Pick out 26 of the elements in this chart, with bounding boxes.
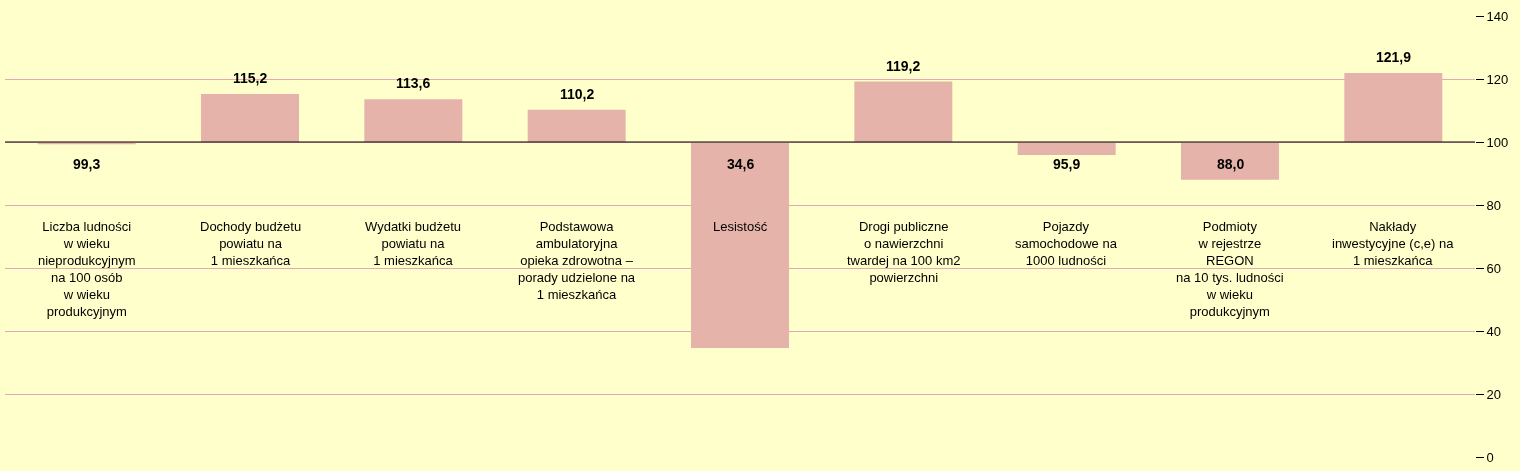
x-tick-label: Wydatki budżetu powiatu na 1 mieszkańca [365,219,461,268]
data-label: 95,9 [1053,156,1081,172]
y-tick-label: 80 [1486,197,1502,213]
x-tick-label: Podmioty w rejestrze REGON na 10 tys. ludności w wieku produkcyjnym [1176,219,1284,319]
x-tick-label: Dochody budżetu powiatu na 1 mieszkańca [200,219,302,268]
x-tick-label: Nakłady inwestycyjne (c,e) na 1 mieszkańca [1332,219,1455,268]
x-tick-label: Lesistość [713,219,768,234]
y-tick-label: 140 [1486,8,1509,24]
data-label: 99,3 [73,156,101,172]
data-label: 34,6 [727,156,755,172]
y-tick-label: 120 [1486,71,1509,87]
x-tick-label: Drogi publiczne o nawierzchni twardej na 100 km2 powierzchni [847,219,961,285]
y-tick-label: 100 [1486,134,1509,150]
x-tick-label: Liczba ludności w wieku nieprodukcyjnym na 100 osób w wieku produkcyjnym [38,219,136,319]
data-label: 113,6 [396,75,431,91]
data-label: 121,9 [1376,49,1412,65]
y-tick-label: 40 [1486,323,1502,339]
y-tick-label: 60 [1486,260,1502,276]
x-tick-label: Pojazdy samochodowe na 1000 ludności [1015,219,1118,268]
y-tick-label: 20 [1486,386,1502,402]
data-label: 110,2 [560,86,595,102]
data-label: 119,2 [886,58,921,74]
x-tick-label: Podstawowa ambulatoryjna opieka zdrowotna – porady udzielone na 1 mieszkańca [518,219,636,302]
y-tick-label: 0 [1486,449,1494,465]
data-label: 88,0 [1217,156,1245,172]
data-label: 115,2 [233,70,268,86]
